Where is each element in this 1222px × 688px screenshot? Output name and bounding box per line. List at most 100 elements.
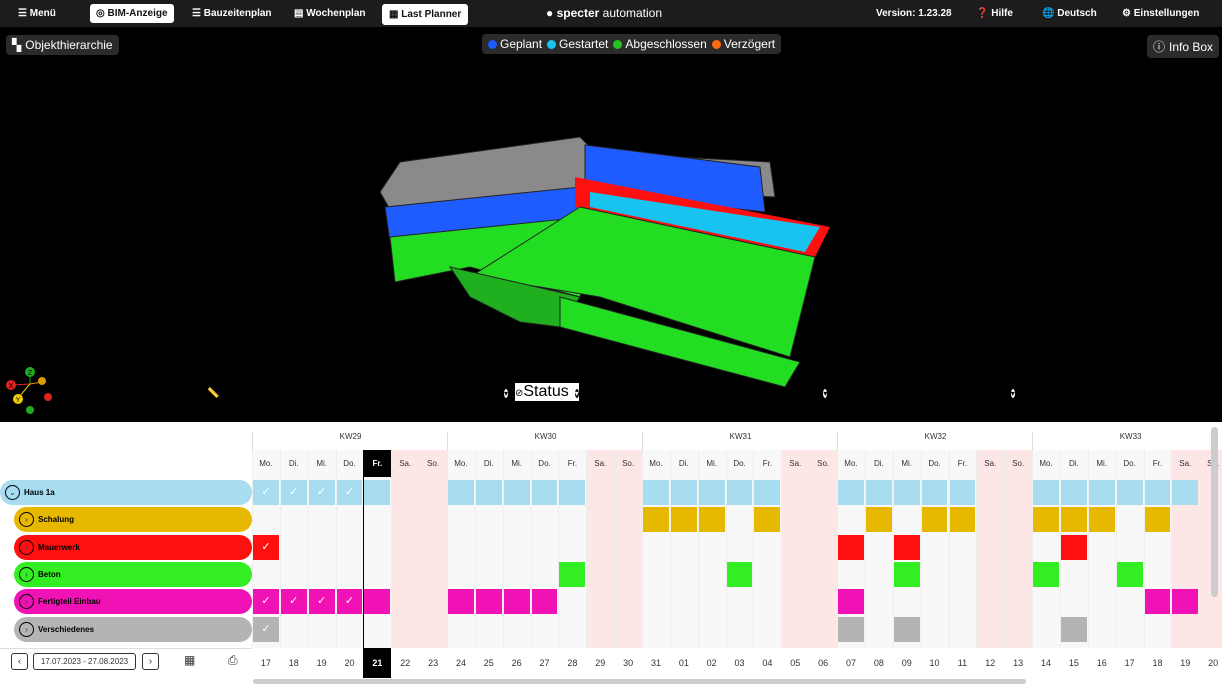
- task-cell[interactable]: [1116, 561, 1143, 587]
- task-cell[interactable]: [1060, 534, 1087, 560]
- task-cell[interactable]: [893, 534, 920, 560]
- task-cell[interactable]: [726, 480, 753, 505]
- date-range[interactable]: 17.07.2023 - 27.08.2023: [33, 653, 136, 670]
- row-header[interactable]: [14, 561, 252, 587]
- task-cell[interactable]: [670, 507, 697, 533]
- task-cell[interactable]: [726, 561, 753, 587]
- toolbar-button[interactable]: ⌸Objektteilung: [283, 383, 382, 401]
- language-button[interactable]: 🌐 Deutsch: [1042, 8, 1097, 19]
- task-cell[interactable]: [503, 589, 530, 615]
- tab[interactable]: ☰ Bauzeitenplan: [192, 8, 272, 19]
- tab[interactable]: ▤ Wochenplan: [294, 8, 366, 19]
- task-cell[interactable]: [1033, 561, 1059, 587]
- menu-button[interactable]: ☰ Menü: [18, 8, 56, 19]
- calendar-button[interactable]: ▦: [184, 653, 196, 667]
- dropdown-toggle[interactable]: ▾: [503, 389, 508, 398]
- task-cell[interactable]: [754, 507, 781, 533]
- task-cell[interactable]: [531, 589, 558, 615]
- dropdown-toggle[interactable]: ▾: [1010, 389, 1015, 398]
- task-cell[interactable]: [698, 480, 725, 505]
- next-button[interactable]: ›: [142, 653, 159, 670]
- row-header[interactable]: [14, 534, 252, 560]
- print-button[interactable]: ⎙: [228, 653, 238, 667]
- task-cell[interactable]: [893, 561, 920, 587]
- task-cell[interactable]: [949, 507, 976, 533]
- task-cell[interactable]: [559, 561, 586, 587]
- toolbar-button[interactable]: ↻Zurücksetzen: [834, 383, 938, 401]
- task-cell[interactable]: [838, 616, 864, 642]
- toolbar-button[interactable]: ⊘Status ▾: [514, 383, 579, 401]
- task-cell[interactable]: [1033, 507, 1059, 533]
- task-cell[interactable]: [865, 507, 892, 533]
- task-cell[interactable]: ✓: [253, 534, 279, 560]
- toolbar-button[interactable]: ▣Bildschirmfoto: [586, 383, 696, 401]
- toolbar-button[interactable]: ⎙Druckvorschau ▾: [703, 383, 828, 401]
- task-cell[interactable]: ✓: [280, 480, 307, 505]
- task-cell[interactable]: [448, 480, 474, 505]
- toolbar-button[interactable]: ✂Ausschneiden ▾: [389, 383, 508, 401]
- row-header[interactable]: [0, 480, 252, 505]
- help-button[interactable]: ❓ Hilfe: [976, 8, 1013, 19]
- expand-icon[interactable]: ›: [19, 621, 34, 637]
- task-cell[interactable]: [1172, 480, 1199, 505]
- task-cell[interactable]: [1088, 480, 1115, 505]
- task-cell[interactable]: ✓: [280, 589, 307, 615]
- task-cell[interactable]: [1172, 589, 1199, 615]
- tab[interactable]: ◎ BIM-Anzeige: [90, 4, 174, 23]
- row-header[interactable]: [14, 616, 252, 642]
- task-cell[interactable]: [1144, 480, 1171, 505]
- task-cell[interactable]: [1060, 507, 1087, 533]
- task-cell[interactable]: [448, 589, 474, 615]
- expand-icon[interactable]: ›: [19, 539, 34, 555]
- task-cell[interactable]: [1060, 616, 1087, 642]
- task-cell[interactable]: [698, 507, 725, 533]
- task-cell[interactable]: [754, 480, 781, 505]
- task-cell[interactable]: [1144, 589, 1171, 615]
- task-cell[interactable]: [893, 480, 920, 505]
- settings-button[interactable]: ⚙ Einstellungen: [1122, 8, 1200, 19]
- expand-icon[interactable]: ›: [19, 566, 34, 582]
- task-cell[interactable]: [1144, 507, 1171, 533]
- prev-button[interactable]: ‹: [11, 653, 28, 670]
- task-cell[interactable]: ✓: [308, 589, 335, 615]
- hierarchy-button[interactable]: ▚ Objekthierarchie: [6, 35, 119, 55]
- task-cell[interactable]: [531, 480, 558, 505]
- expand-icon[interactable]: ›: [19, 512, 34, 528]
- row-header[interactable]: [14, 589, 252, 615]
- expand-icon[interactable]: ⌄: [5, 485, 20, 500]
- tab[interactable]: ▦ Last Planner: [382, 4, 469, 25]
- task-cell[interactable]: [838, 589, 864, 615]
- task-cell[interactable]: ✓: [336, 589, 363, 615]
- task-cell[interactable]: [364, 589, 391, 615]
- task-cell[interactable]: [838, 480, 864, 505]
- expand-icon[interactable]: ›: [19, 594, 34, 610]
- row-header[interactable]: [14, 507, 252, 533]
- task-cell[interactable]: ✓: [336, 480, 363, 505]
- toolbar-button[interactable]: 📏Messen: [207, 383, 275, 401]
- task-cell[interactable]: ✓: [253, 480, 279, 505]
- task-cell[interactable]: ✓: [253, 616, 279, 642]
- task-cell[interactable]: [364, 480, 391, 505]
- task-cell[interactable]: [643, 507, 669, 533]
- task-cell[interactable]: ✓: [308, 480, 335, 505]
- task-cell[interactable]: [1060, 480, 1087, 505]
- task-cell[interactable]: [865, 480, 892, 505]
- task-cell[interactable]: [670, 480, 697, 505]
- task-cell[interactable]: [643, 480, 669, 505]
- task-cell[interactable]: [475, 589, 502, 615]
- task-cell[interactable]: [921, 507, 948, 533]
- task-cell[interactable]: [1116, 480, 1143, 505]
- task-cell[interactable]: [949, 480, 976, 505]
- dropdown-toggle[interactable]: ▾: [574, 389, 579, 398]
- toolbar-button[interactable]: #Achsen ▾: [946, 383, 1015, 401]
- task-cell[interactable]: [1088, 507, 1115, 533]
- dropdown-toggle[interactable]: ▾: [823, 389, 828, 398]
- task-cell[interactable]: [893, 616, 920, 642]
- task-cell[interactable]: [503, 480, 530, 505]
- task-cell[interactable]: [559, 480, 586, 505]
- task-cell[interactable]: [838, 534, 864, 560]
- task-cell[interactable]: [1033, 480, 1059, 505]
- info-box-button[interactable]: ⓘ Info Box: [1147, 35, 1220, 58]
- task-cell[interactable]: [921, 480, 948, 505]
- task-cell[interactable]: ✓: [253, 589, 279, 615]
